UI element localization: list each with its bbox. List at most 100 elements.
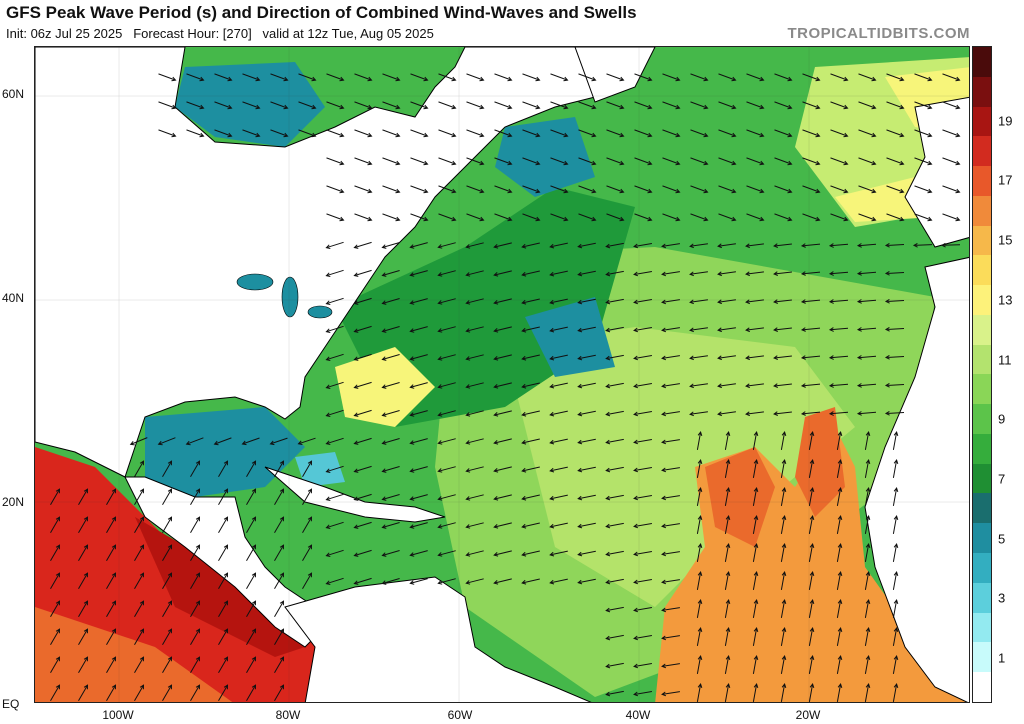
- wave-direction-arrow: [724, 683, 731, 702]
- wave-direction-arrow: [689, 271, 708, 277]
- wave-direction-arrow: [830, 213, 849, 222]
- wave-direction-arrow: [942, 213, 961, 222]
- wave-direction-arrow: [522, 213, 541, 222]
- wave-direction-arrow: [550, 101, 569, 110]
- wave-direction-arrow: [864, 431, 871, 450]
- wave-direction-arrow: [78, 572, 89, 590]
- wave-direction-arrow: [780, 655, 787, 674]
- valid-time: valid at 12z Tue, Aug 05 2025: [262, 26, 434, 41]
- wave-direction-arrow: [606, 185, 625, 194]
- wave-direction-arrow: [162, 656, 173, 674]
- wave-direction-arrow: [830, 185, 849, 194]
- wave-direction-arrow: [914, 73, 933, 82]
- wave-direction-arrow: [605, 578, 624, 585]
- wave-direction-arrow: [606, 129, 625, 138]
- wave-direction-arrow: [162, 572, 173, 590]
- wave-direction-arrow: [353, 241, 372, 249]
- wave-direction-arrow: [634, 101, 653, 110]
- wave-direction-arrow: [578, 157, 597, 166]
- teal-pocket: [525, 297, 615, 377]
- wave-direction-arrow: [886, 101, 905, 110]
- wave-direction-arrow: [661, 691, 680, 697]
- wave-direction-arrow: [162, 600, 173, 618]
- wave-direction-arrow: [354, 213, 373, 222]
- wave-direction-arrow: [808, 431, 815, 450]
- wave-direction-arrow: [302, 460, 313, 478]
- wave-direction-arrow: [940, 242, 961, 248]
- wave-direction-arrow: [690, 157, 709, 166]
- wave-direction-arrow: [773, 411, 792, 416]
- wave-direction-arrow: [662, 185, 681, 194]
- wave-direction-arrow: [578, 101, 597, 110]
- wave-direction-arrow: [858, 185, 877, 194]
- wave-direction-arrow: [382, 157, 401, 166]
- lat-label-60n: 60N: [2, 87, 25, 101]
- wave-direction-arrow: [409, 298, 428, 305]
- wave-direction-arrow: [466, 157, 485, 166]
- wave-direction-arrow: [802, 73, 821, 82]
- wave-direction-arrow: [661, 411, 680, 417]
- wave-direction-arrow: [437, 354, 456, 361]
- wave-direction-arrow: [190, 684, 201, 702]
- wave-direction-arrow: [696, 599, 703, 618]
- wave-direction-arrow: [856, 327, 877, 332]
- wave-direction-arrow: [745, 327, 764, 333]
- site-watermark[interactable]: TROPICALTIDBITS.COM: [787, 25, 970, 42]
- wave-direction-arrow: [521, 382, 540, 389]
- wave-direction-arrow: [774, 213, 793, 222]
- wave-direction-arrow: [493, 298, 512, 305]
- wave-direction-arrow: [724, 655, 731, 674]
- north-america: [35, 47, 596, 478]
- wave-direction-arrow: [382, 185, 401, 194]
- wave-direction-arrow: [325, 409, 344, 417]
- wave-direction-arrow: [437, 326, 456, 333]
- wave-direction-arrow: [718, 185, 737, 194]
- wave-direction-arrow: [864, 655, 871, 674]
- wave-direction-arrow: [549, 550, 568, 557]
- wave-direction-arrow: [800, 383, 821, 388]
- wave-direction-arrow: [773, 243, 792, 248]
- wave-direction-arrow: [78, 488, 89, 506]
- wave-direction-arrow: [494, 213, 513, 222]
- wave-direction-arrow: [134, 460, 145, 478]
- wave-direction-arrow: [78, 656, 89, 674]
- wave-direction-arrow: [218, 516, 229, 534]
- wave-direction-arrow: [410, 73, 429, 82]
- wave-direction-arrow: [724, 459, 731, 478]
- wave-direction-arrow: [661, 523, 680, 529]
- wave-direction-arrow: [661, 439, 680, 445]
- wave-direction-arrow: [605, 690, 624, 697]
- wave-direction-arrow: [718, 129, 737, 138]
- wave-direction-arrow: [494, 157, 513, 166]
- colorbar-segment: [973, 285, 991, 315]
- wave-direction-arrow: [690, 213, 709, 222]
- wave-direction-arrow: [354, 157, 373, 166]
- wave-direction-arrow: [381, 270, 400, 277]
- wave-direction-arrow: [914, 129, 933, 138]
- wave-direction-arrow: [438, 129, 457, 138]
- wave-direction-arrow: [914, 101, 933, 110]
- wave-direction-arrow: [409, 354, 428, 361]
- wave-direction-arrow: [578, 213, 597, 222]
- colorbar-tick-label: 15: [998, 232, 1013, 248]
- wave-direction-arrow: [466, 129, 485, 138]
- wave-direction-arrow: [633, 691, 652, 697]
- wave-direction-arrow: [884, 270, 905, 276]
- wave-direction-arrow: [354, 185, 373, 194]
- wave-direction-arrow: [438, 101, 457, 110]
- colorbar-segment: [973, 582, 991, 613]
- wave-direction-arrow: [696, 487, 703, 506]
- wave-direction-arrow: [577, 438, 596, 445]
- wave-direction-arrow: [437, 466, 456, 473]
- wave-direction-arrow: [78, 544, 89, 562]
- wave-direction-arrow: [892, 571, 899, 590]
- wave-direction-arrow: [550, 73, 569, 82]
- land-masses: [35, 47, 969, 702]
- wave-direction-arrow: [577, 466, 596, 473]
- colorbar-tick-label: 19: [998, 113, 1013, 129]
- wave-direction-arrow: [186, 101, 205, 110]
- wave-direction-arrow: [246, 488, 257, 506]
- map-canvas: [35, 47, 969, 702]
- wave-direction-arrow: [50, 628, 61, 646]
- wave-direction-arrow: [661, 383, 680, 389]
